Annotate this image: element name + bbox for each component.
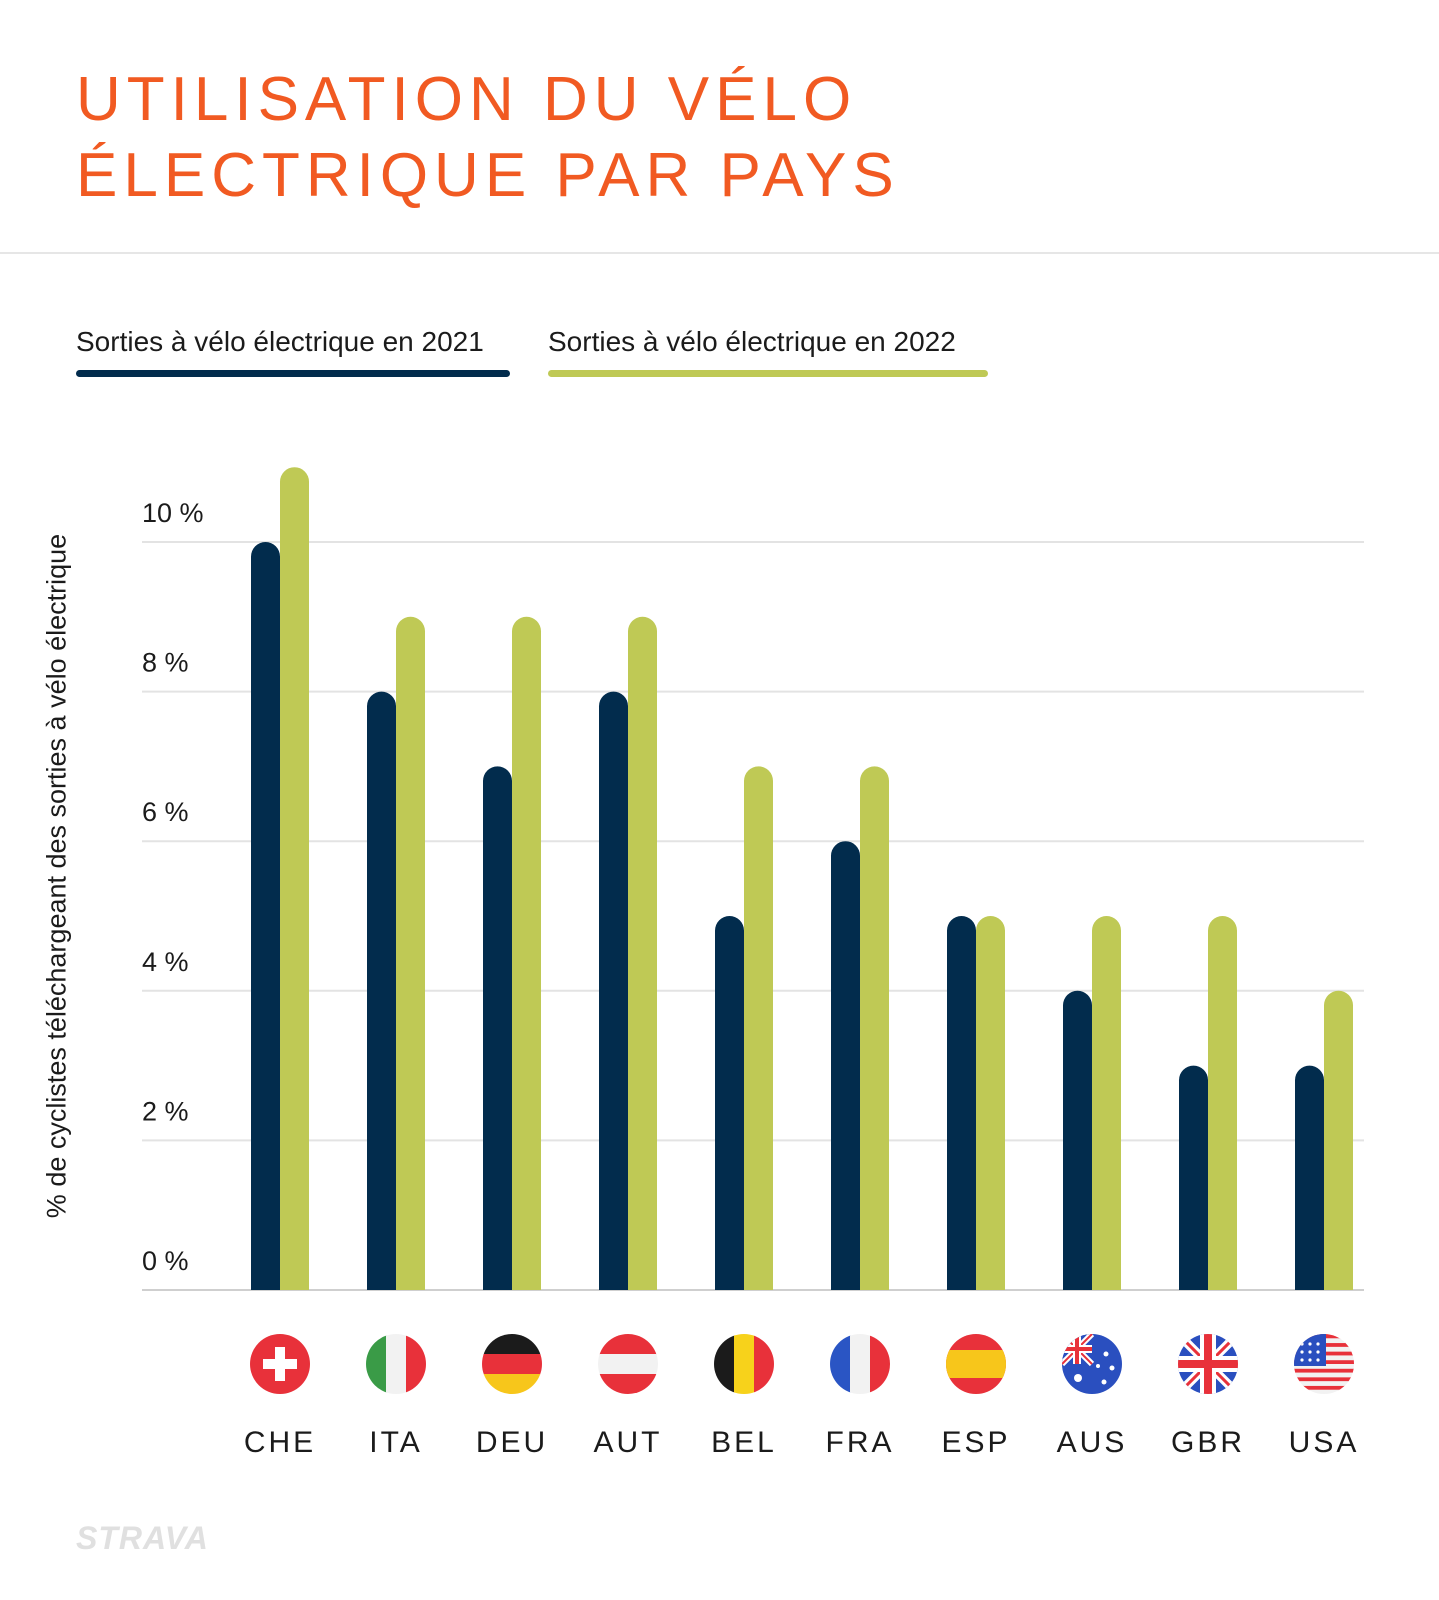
bar-che-2021 [251, 542, 280, 1290]
bar-esp-2021 [947, 916, 976, 1290]
flag-australia-icon [1062, 1334, 1122, 1394]
flag-usa-icon [1294, 1334, 1354, 1394]
bar-aut-2022 [628, 616, 657, 1290]
bar-bel-2021 [715, 916, 744, 1290]
y-tick-label-0: 0 % [142, 1246, 189, 1276]
legend-item-2022: Sorties à vélo électrique en 2022 [548, 326, 988, 377]
flag-spain-icon [946, 1334, 1006, 1394]
legend-swatch-2021 [76, 370, 510, 377]
y-tick-label-6: 6 % [142, 797, 189, 827]
bar-ita-2022 [396, 616, 425, 1290]
bar-chart: 0 % 2 % 4 % 6 % 8 % 10 % CHE ITA DEU AUT BEL FRA ESP… [142, 467, 1364, 1459]
flag-italy-icon [366, 1334, 426, 1394]
x-tick-label-bel: BEL [711, 1426, 777, 1459]
bar-ita-2021 [367, 691, 396, 1290]
x-tick-label-gbr: GBR [1171, 1426, 1245, 1459]
bar-gbr-2022 [1208, 916, 1237, 1290]
flag-switzerland-icon [250, 1334, 310, 1394]
x-tick-label-deu: DEU [476, 1426, 548, 1459]
x-tick-label-aut: AUT [594, 1426, 663, 1459]
strava-logo: STRAVA [76, 1520, 209, 1556]
bar-usa-2021 [1295, 1065, 1324, 1290]
x-tick-label-ita: ITA [369, 1426, 422, 1459]
chart-title-line-1: UTILISATION DU VÉLO [76, 65, 858, 134]
bar-esp-2022 [976, 916, 1005, 1290]
y-tick-label-2: 2 % [142, 1096, 189, 1126]
x-tick-label-che: CHE [244, 1426, 316, 1459]
x-tick-label-fra: FRA [826, 1426, 895, 1459]
title-divider [0, 252, 1439, 254]
bar-fra-2022 [860, 766, 889, 1290]
flag-belgium-icon [714, 1334, 774, 1394]
chart-title: UTILISATION DU VÉLO ÉLECTRIQUE PAR PAYS [76, 62, 900, 214]
bar-aus-2022 [1092, 916, 1121, 1290]
bar-bel-2022 [744, 766, 773, 1290]
bar-aus-2021 [1063, 990, 1092, 1290]
bar-deu-2022 [512, 616, 541, 1290]
flag-france-icon [830, 1334, 890, 1394]
bar-deu-2021 [483, 766, 512, 1290]
flag-austria-icon [598, 1334, 658, 1394]
y-tick-label-8: 8 % [142, 648, 189, 678]
x-tick-label-usa: USA [1289, 1426, 1360, 1459]
legend-label-2022: Sorties à vélo électrique en 2022 [548, 326, 956, 357]
flag-uk-icon [1178, 1334, 1238, 1394]
bar-aut-2021 [599, 691, 628, 1290]
legend-item-2021: Sorties à vélo électrique en 2021 [76, 326, 510, 377]
bar-usa-2022 [1324, 990, 1353, 1290]
bar-gbr-2021 [1179, 1065, 1208, 1290]
bar-fra-2021 [831, 841, 860, 1290]
legend-swatch-2022 [548, 370, 988, 377]
chart-title-line-2: ÉLECTRIQUE PAR PAYS [76, 141, 900, 210]
x-tick-label-esp: ESP [941, 1426, 1010, 1459]
x-tick-label-aus: AUS [1057, 1426, 1128, 1459]
bar-che-2022 [280, 467, 309, 1290]
legend-label-2021: Sorties à vélo électrique en 2021 [76, 326, 484, 357]
flag-germany-icon [482, 1334, 542, 1394]
y-tick-label-10: 10 % [142, 498, 204, 528]
y-tick-label-4: 4 % [142, 947, 189, 977]
